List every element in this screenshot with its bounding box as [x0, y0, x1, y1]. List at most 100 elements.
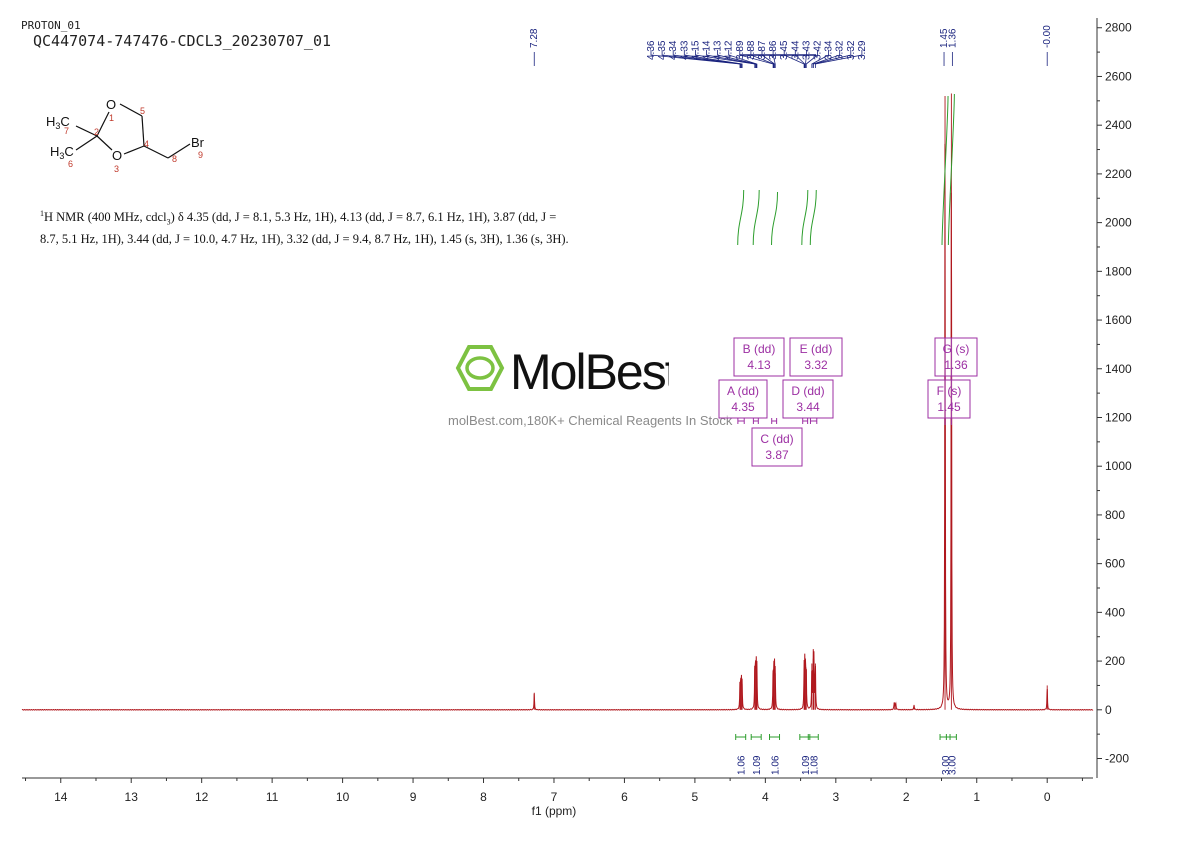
peak-label: 3.32	[835, 40, 846, 60]
peak-label-connector	[717, 50, 757, 68]
peak-label-connector	[812, 50, 852, 68]
y-tick-label: 2600	[1105, 69, 1132, 83]
integral-curve	[771, 191, 779, 246]
logo-tagline: molBest.com,180K+ Chemical Reagents In S…	[448, 413, 733, 428]
peak-label: -0.00	[1042, 25, 1053, 48]
peak-label-connector	[772, 50, 776, 68]
x-tick-label: 7	[551, 790, 558, 804]
peak-label: 4.36	[646, 40, 657, 60]
y-tick-label: 600	[1105, 557, 1125, 571]
x-tick-label: 13	[125, 790, 139, 804]
x-tick-label: 9	[410, 790, 417, 804]
y-tick-label: 1200	[1105, 410, 1132, 424]
multiplet-shift: 1.45	[937, 400, 961, 414]
integral-curve	[809, 189, 817, 246]
peak-label-connector	[672, 50, 742, 68]
x-tick-label: 14	[54, 790, 68, 804]
x-tick-label: 4	[762, 790, 769, 804]
peak-label-connector	[812, 50, 841, 68]
multiplet-name: A (dd)	[727, 384, 759, 398]
peak-label: 4.33	[679, 40, 690, 60]
peak-label: 4.13	[713, 40, 724, 60]
x-tick-label: 2	[903, 790, 910, 804]
atom-number-4: 4	[144, 139, 149, 149]
multiplet-frame	[782, 379, 834, 419]
y-tick-label: 2200	[1105, 167, 1132, 181]
y-tick-label: 2400	[1105, 118, 1132, 132]
atom-number-6: 6	[68, 159, 73, 169]
peak-label: 3.45	[779, 40, 790, 60]
atom-number-7: 7	[64, 126, 69, 136]
peak-label: 3.32	[846, 40, 857, 60]
peak-label-connector	[650, 50, 741, 68]
y-tick-label: 2000	[1105, 216, 1132, 230]
multiplet-name: G (s)	[943, 342, 970, 356]
integral-curve	[737, 189, 745, 246]
atom-number-2: 2	[94, 127, 99, 137]
y-tick-label: 2800	[1105, 21, 1132, 35]
peak-label: 3.89	[735, 40, 746, 60]
multiplet-frame	[751, 427, 803, 467]
atom-o1: O	[106, 97, 116, 112]
y-tick-label: 1600	[1105, 313, 1132, 327]
peak-label-connector	[739, 50, 774, 68]
atom-number-5: 5	[140, 106, 145, 116]
peak-label: 3.44	[790, 40, 801, 60]
integral-value: 1.09	[801, 755, 812, 775]
peak-label: 4.15	[690, 40, 701, 60]
peak-label: 3.34	[824, 40, 835, 60]
x-tick-label: 3	[832, 790, 839, 804]
y-tick-label: 0	[1105, 703, 1112, 717]
sample-name: QC447074-747476-CDCL3_20230707_01	[33, 32, 332, 50]
integral-value: 1.09	[752, 755, 763, 775]
peak-label: 1.45	[939, 28, 950, 48]
nmr-description: 1H NMR (400 MHz, cdcl3) δ 4.35 (dd, J = …	[40, 209, 569, 246]
x-tick-label: 12	[195, 790, 209, 804]
peak-label: 3.42	[813, 40, 824, 60]
multiplet-box: G (s) 1.36	[934, 337, 978, 377]
multiplet-shift: 4.35	[731, 400, 755, 414]
peak-label: 4.14	[702, 40, 713, 60]
integral-value: 1.06	[737, 755, 748, 775]
y-tick-label: 1400	[1105, 362, 1132, 376]
integral-value: 1.08	[809, 755, 820, 775]
peak-label-connector	[728, 50, 758, 68]
y-tick-label: 1800	[1105, 264, 1132, 278]
multiplet-shift: 1.36	[944, 358, 968, 372]
multiplet-shift: 3.87	[765, 448, 789, 462]
integral-value: 1.06	[771, 755, 782, 775]
peak-label-connector	[683, 50, 743, 68]
peak-label: 7.28	[529, 28, 540, 48]
peak-label: 3.88	[746, 40, 757, 60]
x-tick-label: 5	[692, 790, 699, 804]
peak-label-connector	[805, 50, 818, 68]
multiplet-shift: 4.13	[747, 358, 771, 372]
x-tick-label: 0	[1044, 790, 1051, 804]
peak-label: 3.87	[757, 40, 768, 60]
multiplet-box: F (s) 1.45	[927, 379, 971, 419]
multiplet-frame	[927, 379, 971, 419]
multiplet-box: E (dd) 3.32	[789, 337, 843, 377]
peak-label-connector	[805, 50, 807, 68]
multiplet-name: F (s)	[937, 384, 962, 398]
peak-label-connector	[783, 50, 805, 68]
molecule-structure: O O Br H3C H3C 1 2 3 4 5 6 7 8 9	[46, 97, 205, 174]
experiment-name: PROTON_01	[21, 19, 81, 32]
molbest-logo: MolBest	[455, 344, 669, 394]
atom-number-8: 8	[172, 154, 177, 164]
multiplet-frame	[934, 337, 978, 377]
atom-number-9: 9	[198, 150, 203, 160]
peak-label-connector	[750, 50, 775, 68]
y-tick-label: 400	[1105, 605, 1125, 619]
peak-label: 3.43	[801, 40, 812, 60]
multiplet-box: C (dd) 3.87	[751, 427, 803, 467]
multiplet-shift: 3.44	[796, 400, 820, 414]
integral-curve	[941, 95, 949, 246]
y-tick-label: -200	[1105, 752, 1129, 766]
x-tick-label: 1	[973, 790, 980, 804]
x-tick-label: 10	[336, 790, 350, 804]
atom-br: Br	[191, 135, 205, 150]
multiplet-shift: 3.32	[804, 358, 828, 372]
peak-label: 4.12	[724, 40, 735, 60]
